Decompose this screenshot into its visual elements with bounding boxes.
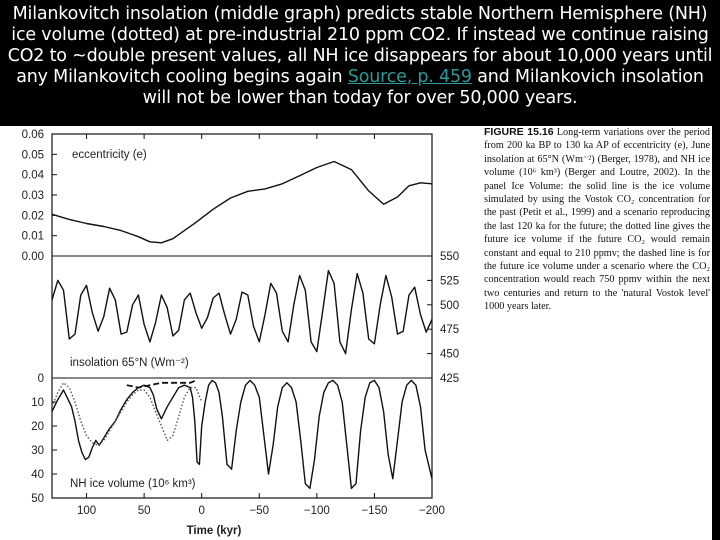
ice-volume-panel-label: NH ice volume (10⁶ km³) [70,478,196,490]
plot-frame [51,133,433,499]
y-tick-label: 0.00 [22,251,44,263]
y-tick-label: 40 [31,469,44,481]
data-line [51,160,433,244]
caption-text: Long-term variations over the period fro… [484,127,710,313]
x-tick-label: −200 [419,505,445,517]
dotted-data-line [51,382,203,446]
y-tick-label: 0.02 [22,210,44,222]
y-tick-label: 475 [440,324,459,336]
source-link[interactable]: Source, p. 459 [347,67,472,87]
y-tick-label: 0 [38,373,44,385]
figure-label: FIGURE 15.16 [484,126,554,138]
y-tick-label: 550 [440,251,459,263]
climate-chart: 0.060.050.040.030.020.010.00 550525500475… [22,129,460,537]
eccentricity-panel-label: eccentricity (e) [72,149,147,161]
x-tick-label: −100 [304,505,330,517]
x-tick-label: −150 [361,505,387,517]
banner-text: Milankovitch insolation (middle graph) p… [7,4,713,87]
y-tick-label: 0.06 [22,129,44,141]
y-tick-label: 10 [31,397,44,409]
y-tick-label: 30 [31,445,44,457]
data-line [51,269,433,355]
y-tick-label: 20 [31,421,44,433]
y-tick-label: 0.01 [22,231,44,243]
banner-text-end: and Milankovich insolation will not be l… [142,67,704,108]
y-tick-label: 500 [440,300,459,312]
y-tick-label: 0.05 [22,149,44,161]
y-tick-label: 50 [31,493,44,505]
figure-caption: FIGURE 15.16 Long-term variations over t… [484,126,710,314]
y-tick-label: 0.04 [22,170,45,182]
y-tick-label: 425 [440,373,459,385]
data-line [51,379,433,490]
figure-panel: 0.06 0.05 0.04 0.03 0.02 0.01 0.00 550 525 500 475… [0,126,712,540]
x-tick-label: 0 [198,505,204,517]
x-axis-title: Time (kyr) [187,525,242,537]
dashed-data-line [126,379,197,389]
slide-title-banner: Milankovitch insolation (middle graph) p… [0,0,720,126]
insolation-panel-label: insolation 65°N (Wm⁻²) [70,357,189,369]
y-tick-label: 450 [440,349,459,361]
y-tick-label: 525 [440,275,459,287]
y-tick-label: 0.03 [22,190,44,202]
x-tick-label: 50 [138,505,151,517]
x-tick-label: −50 [250,505,270,517]
x-tick-label: 100 [77,505,96,517]
